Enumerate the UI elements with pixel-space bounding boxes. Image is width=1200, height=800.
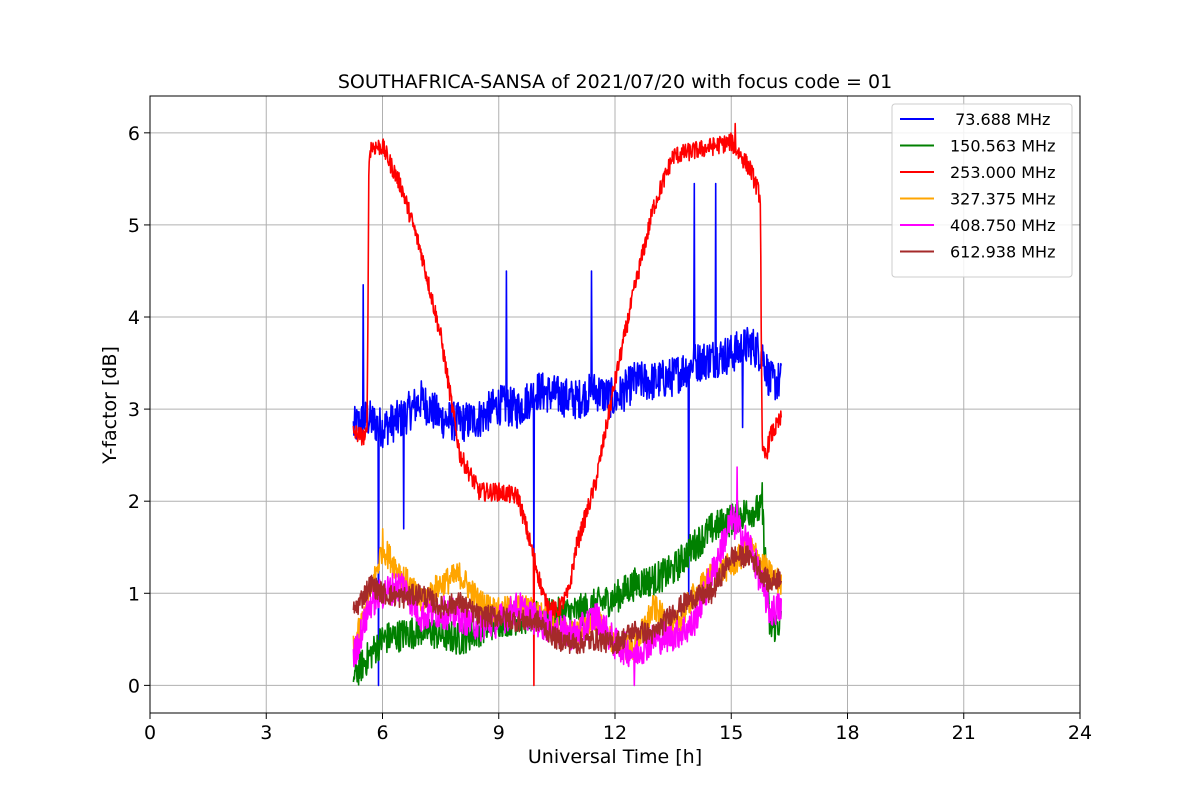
y-tick-label: 2	[128, 491, 140, 513]
chart-title: SOUTHAFRICA-SANSA of 2021/07/20 with foc…	[338, 71, 892, 93]
y-tick-label: 6	[128, 123, 140, 145]
x-tick-label: 6	[376, 722, 388, 744]
x-tick-label: 18	[835, 722, 859, 744]
x-tick-label: 15	[719, 722, 743, 744]
y-axis-label: Y-factor [dB]	[99, 346, 121, 465]
series-line	[352, 182, 782, 687]
y-tick-label: 0	[128, 675, 140, 697]
series-layer	[352, 122, 782, 687]
series-line	[352, 122, 782, 687]
legend-label: 408.750 MHz	[950, 216, 1055, 235]
y-tick-label: 3	[128, 399, 140, 421]
legend-box	[891, 103, 1073, 278]
legend-label: 327.375 MHz	[950, 190, 1055, 209]
x-tick-label: 24	[1068, 722, 1092, 744]
x-tick-label: 9	[493, 722, 505, 744]
legend-label: 150.563 MHz	[950, 137, 1055, 156]
x-tick-label: 3	[260, 722, 272, 744]
legend-label: 253.000 MHz	[950, 163, 1055, 182]
x-tick-label: 12	[603, 722, 627, 744]
x-tick-label: 0	[144, 722, 156, 744]
y-tick-label: 4	[128, 307, 140, 329]
x-axis-label: Universal Time [h]	[528, 746, 702, 768]
series-line	[352, 545, 782, 655]
y-tick-label: 5	[128, 215, 140, 237]
y-tick-label: 1	[128, 583, 140, 605]
legend-label: 612.938 MHz	[950, 243, 1055, 262]
legend-label: 73.688 MHz	[950, 110, 1050, 129]
x-tick-label: 21	[952, 722, 976, 744]
legend: 73.688 MHz 150.563 MHz 253.000 MHz 327.375 …	[891, 103, 1073, 278]
